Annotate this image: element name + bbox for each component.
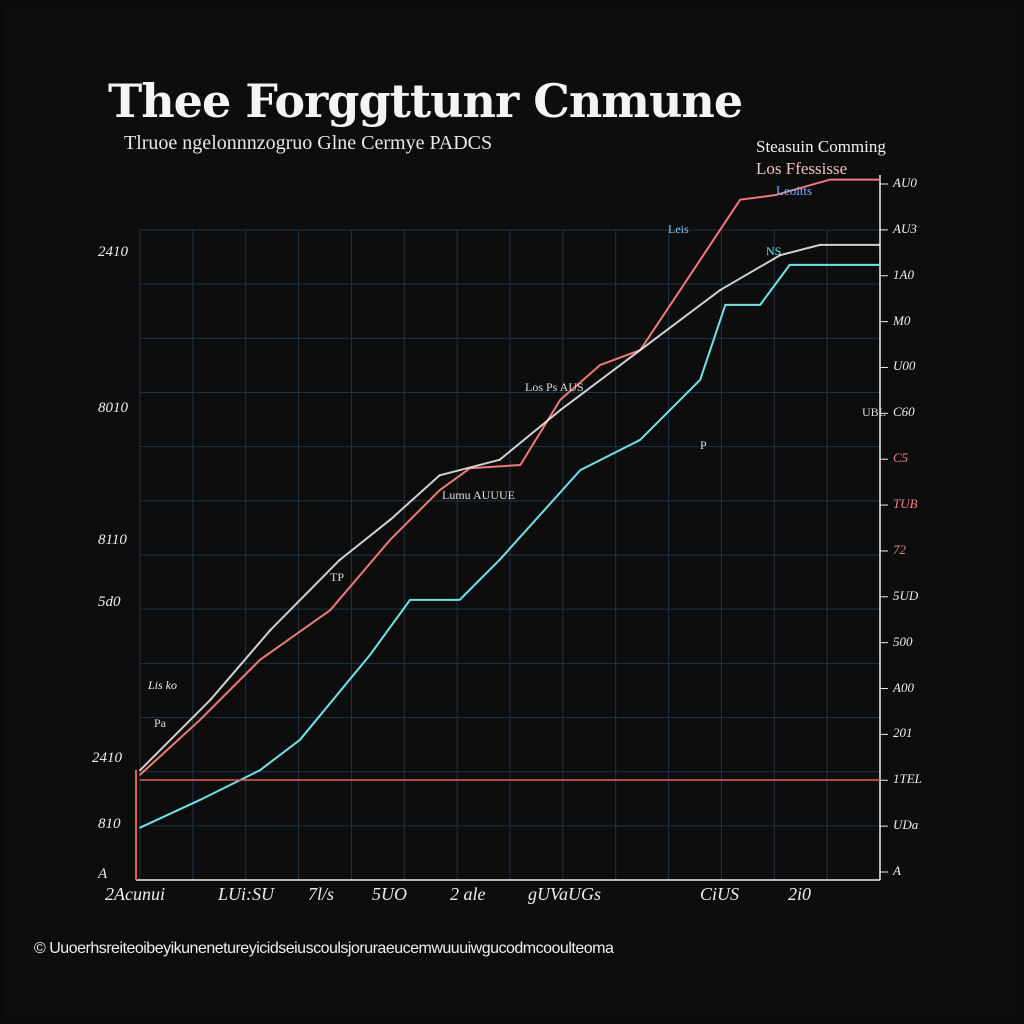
data-point xyxy=(819,244,821,246)
y-tick-right: M0 xyxy=(893,312,911,328)
y-tick-left: 5d0 xyxy=(98,594,121,610)
y-tick-right: A00 xyxy=(893,679,914,695)
y-tick-left: 810 xyxy=(98,816,121,832)
x-tick: CiUS xyxy=(700,884,740,904)
chart-title: Thee Forggttunr Cnmune xyxy=(108,74,743,128)
x-tick: 7l/s xyxy=(308,884,335,904)
x-tick: 2 ale xyxy=(450,884,486,904)
data-point xyxy=(699,378,701,381)
data-point xyxy=(498,459,501,461)
data-point xyxy=(599,364,602,366)
y-tick-right: 5UD xyxy=(893,587,919,603)
annotation: NS xyxy=(766,244,782,258)
data-point xyxy=(209,699,212,701)
data-point xyxy=(458,599,461,601)
data-point xyxy=(879,264,881,266)
legend-entry: Leoitts xyxy=(776,183,813,198)
y-tick-right: C60 xyxy=(893,404,915,420)
y-tick-right: 1A0 xyxy=(893,266,914,282)
y-tick-right: A xyxy=(893,863,901,878)
data-point xyxy=(788,264,791,266)
annotation: Leis xyxy=(668,222,689,236)
data-point xyxy=(259,769,261,772)
annotation: TP xyxy=(330,570,345,584)
data-point xyxy=(879,244,881,246)
data-point xyxy=(339,559,341,561)
annotation: UBL xyxy=(862,405,886,419)
data-point xyxy=(498,559,501,561)
data-point xyxy=(299,739,301,741)
y-tick-right: 72 xyxy=(893,541,906,557)
data-point xyxy=(139,826,141,829)
annotation: Pa xyxy=(154,716,166,730)
y-tick-right: 1TEL xyxy=(893,771,922,787)
data-point xyxy=(139,769,141,772)
data-point xyxy=(724,304,727,306)
data-point xyxy=(199,799,201,801)
data-point xyxy=(409,599,411,601)
y-tick-right: 500 xyxy=(893,633,913,649)
data-point xyxy=(774,194,776,196)
x-tick: gUVaUGs xyxy=(528,884,602,904)
x-tick: 2Acunui xyxy=(105,884,165,904)
x-tick: 5UO xyxy=(372,884,407,904)
data-point xyxy=(828,178,831,181)
y-tick-right: TUB xyxy=(893,496,918,512)
y-tick-left: 8110 xyxy=(98,532,127,548)
data-point xyxy=(739,198,741,201)
data-point xyxy=(879,178,881,181)
annotation: Los Ps AUS xyxy=(525,380,584,394)
series-line-0 xyxy=(139,178,880,776)
data-point xyxy=(389,539,391,541)
data-point xyxy=(779,254,781,256)
y-tick-left: Lis ko xyxy=(148,678,178,692)
data-point xyxy=(639,439,642,441)
legend: Steasuin Comming Los Ffessisse Leoitts xyxy=(756,136,886,202)
data-point xyxy=(199,719,201,721)
chart-footer: © Uuoerhsreiteoibeyikunenetureyicidseius… xyxy=(34,940,614,957)
data-point xyxy=(759,304,761,306)
data-point xyxy=(579,469,582,471)
legend-entry: Steasuin Comming xyxy=(756,137,886,156)
data-point xyxy=(259,659,261,661)
y-tick-left: A xyxy=(98,866,108,882)
annotation: P xyxy=(700,438,707,452)
legend-entry: Los Ffessisse xyxy=(756,159,848,178)
y-tick-right: AU0 xyxy=(893,175,917,190)
y-tick-right: C5 xyxy=(893,450,909,466)
y-tick-right: 201 xyxy=(893,725,913,741)
data-point xyxy=(679,289,681,291)
data-point xyxy=(559,398,562,401)
x-tick: 2i0 xyxy=(788,884,812,904)
data-point xyxy=(639,349,642,351)
data-point xyxy=(438,474,441,477)
y-tick-left: 2410 xyxy=(92,750,122,766)
data-point xyxy=(438,489,441,491)
y-tick-right: U00 xyxy=(893,358,916,374)
data-point xyxy=(139,773,141,776)
chart-subtitle: Tlruoe ngelonnnzogruo Glne Cermye PADCS xyxy=(124,132,493,154)
annotation: Lumu AUUUE xyxy=(442,488,515,502)
data-point xyxy=(519,464,522,466)
data-point xyxy=(559,409,562,411)
y-tick-right: UDa xyxy=(893,817,919,833)
data-point xyxy=(269,629,272,632)
data-point xyxy=(329,609,331,611)
data-point xyxy=(389,519,391,521)
y-tick-left: 2410 xyxy=(98,244,128,260)
data-point xyxy=(719,289,721,291)
data-point xyxy=(369,653,371,656)
x-tick: LUi:SU xyxy=(218,884,275,904)
y-tick-right: AU3 xyxy=(893,220,917,236)
y-tick-left: 8010 xyxy=(98,400,128,416)
chart-background xyxy=(6,6,1016,1016)
